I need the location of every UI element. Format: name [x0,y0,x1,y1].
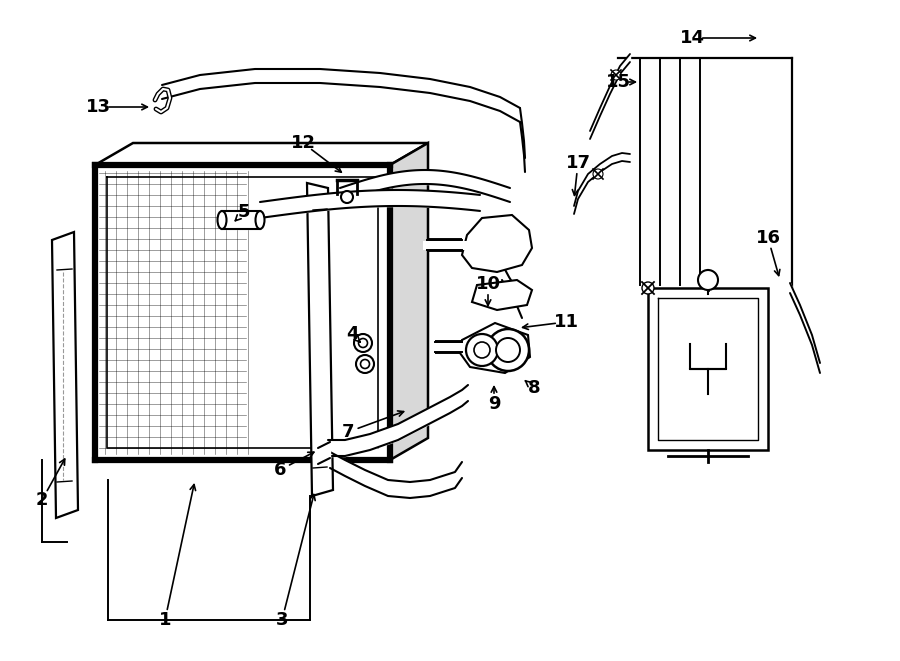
Circle shape [642,282,654,294]
Circle shape [496,338,520,362]
Text: 16: 16 [755,229,780,247]
Text: 15: 15 [606,73,631,91]
Text: 3: 3 [275,611,288,629]
Polygon shape [648,288,768,450]
Text: 11: 11 [554,313,579,331]
Polygon shape [95,165,390,460]
Circle shape [361,360,370,368]
Circle shape [474,342,490,358]
Text: 2: 2 [36,491,49,509]
Polygon shape [307,183,333,496]
Circle shape [466,334,498,366]
Text: 13: 13 [86,98,111,116]
Polygon shape [460,323,530,373]
Text: 7: 7 [342,423,355,441]
Circle shape [358,338,367,348]
Text: 14: 14 [680,29,705,47]
Circle shape [698,270,718,290]
Circle shape [487,329,529,371]
Circle shape [356,355,374,373]
Polygon shape [390,143,428,460]
Text: 10: 10 [475,275,500,293]
Text: 9: 9 [488,395,500,413]
Text: 5: 5 [238,203,250,221]
Polygon shape [462,215,532,272]
Text: 17: 17 [565,154,590,172]
Circle shape [593,169,603,179]
Text: 1: 1 [158,611,171,629]
Text: 4: 4 [346,325,358,343]
Text: 6: 6 [274,461,286,479]
Text: 12: 12 [291,134,316,152]
Ellipse shape [256,211,265,229]
Polygon shape [472,280,532,310]
Ellipse shape [218,211,227,229]
Polygon shape [52,232,78,518]
Circle shape [354,334,372,352]
Text: 8: 8 [527,379,540,397]
Polygon shape [95,143,428,165]
Circle shape [341,191,353,203]
Circle shape [611,70,621,80]
